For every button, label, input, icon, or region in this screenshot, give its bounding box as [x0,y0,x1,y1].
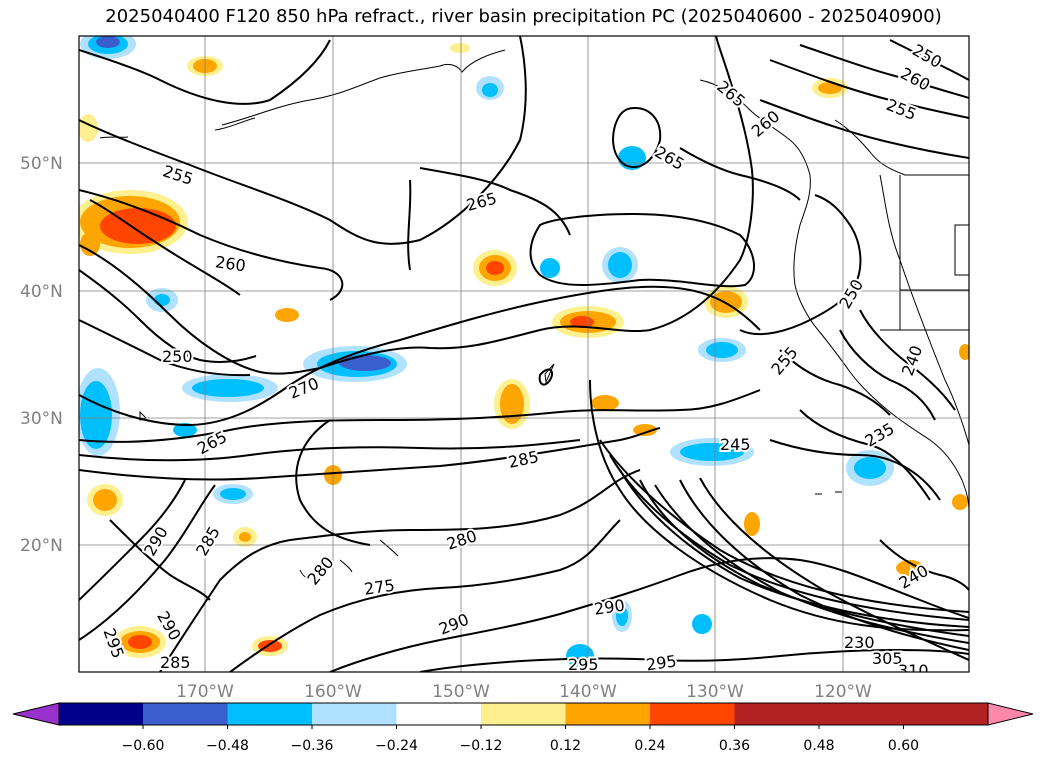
coastlines [99,49,969,581]
longitude-labels: 170°W 160°W 150°W 140°W 130°W 120°W [176,682,872,702]
colorbar-swatch [650,703,735,725]
plot-title: 2025040400 F120 850 hPa refract., river … [105,6,942,27]
contour-label: 250 [162,347,193,366]
lon-tick-label: 140°W [559,682,617,702]
colorbar-swatch [396,703,481,725]
colorbar-swatch [227,703,312,725]
colorbar: −0.60 −0.48 −0.36 −0.24 −0.12 0.12 0.24 0.36 0.4… [12,702,1034,754]
colorbar-swatch [565,703,650,725]
colorbar-outline [58,702,989,726]
colorbar-extend-max [987,702,1034,726]
colorbar-tick-label: −0.12 [460,738,503,754]
map-frame [78,35,970,673]
lon-tick-label: 130°W [686,682,744,702]
lat-tick-label: 20°N [20,536,63,556]
colorbar-tick-label: 0.60 [888,738,919,754]
colorbar-tick-label: 0.48 [803,738,834,754]
lon-tick-label: 170°W [176,682,234,702]
lat-tick-label: 30°N [20,409,63,429]
contour-label: 230 [844,633,875,652]
lon-tick-label: 120°W [814,682,872,702]
colorbar-tick-label: 0.12 [550,738,581,754]
lon-tick-label: 160°W [304,682,362,702]
lat-tick-label: 40°N [20,282,63,302]
contour-label: 295 [645,651,678,674]
contour-label: 295 [568,655,599,674]
colorbar-swatch [143,703,228,725]
latitude-labels: 50°N 40°N 30°N 20°N [20,154,63,556]
colorbar-tick-label: 0.36 [719,738,750,754]
colorbar-tick-label: −0.24 [375,738,418,754]
contour-label: 245 [720,435,751,454]
refractivity-contours [79,36,969,672]
contour-label: 310 [898,661,929,680]
lat-tick-label: 50°N [20,154,63,174]
colorbar-tick-label: −0.48 [206,738,249,754]
colorbar-swatch [481,703,566,725]
colorbar-tick-label: 0.24 [634,738,665,754]
colorbar-swatch [734,703,988,725]
colorbar-tick-label: −0.36 [291,738,334,754]
lon-tick-label: 150°W [432,682,490,702]
map-background [79,36,969,672]
contour-label: 285 [160,653,191,672]
colorbar-swatch [59,703,143,725]
colorbar-extend-min [12,702,60,726]
colorbar-swatch [312,703,397,725]
contour-label: 305 [872,649,903,668]
colorbar-tick-label: −0.60 [122,738,165,754]
